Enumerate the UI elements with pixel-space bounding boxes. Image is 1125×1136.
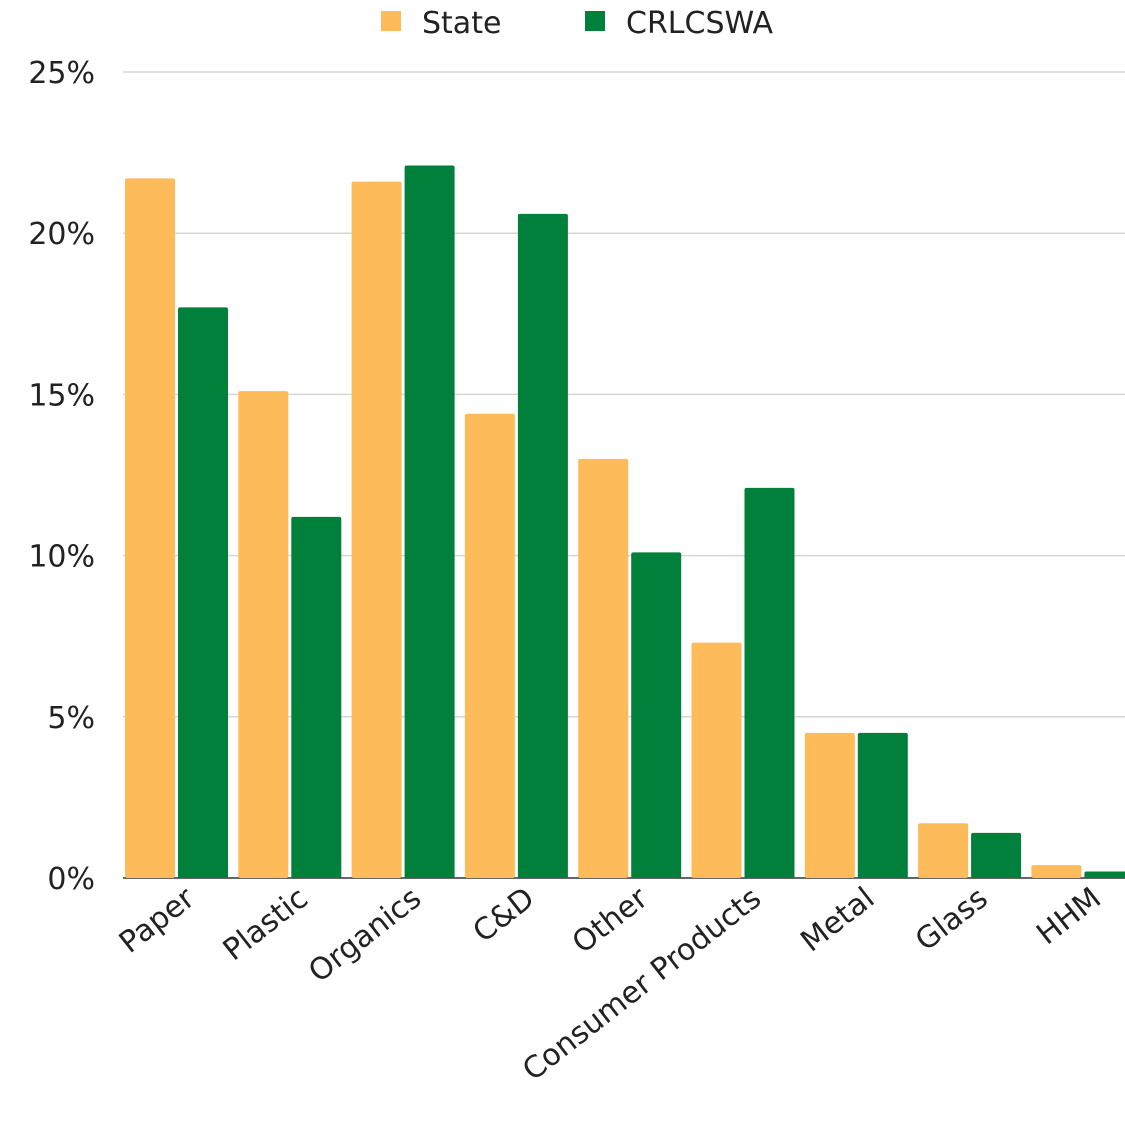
bar-crlcswa-paper — [178, 307, 228, 878]
x-tick-label-hhm: HHM — [1030, 881, 1108, 952]
y-tick-label-5: 5% — [47, 701, 95, 736]
bar-state-organics — [351, 181, 402, 879]
bar-state-metal — [804, 732, 855, 878]
x-tick-label-paper: Paper — [113, 880, 202, 960]
bar-crlcswa-consumer-products — [744, 487, 795, 878]
x-tick-label-other: Other — [566, 880, 655, 960]
y-axis-ticks: 0% 5% 10% 15% 20% 25% — [28, 56, 95, 897]
bar-crlcswa-other — [631, 552, 682, 878]
bar-crlcswa-metal — [857, 732, 908, 878]
y-tick-label-0: 0% — [47, 862, 95, 897]
y-tick-label-15: 15% — [28, 378, 95, 413]
bar-state-paper — [125, 178, 175, 879]
x-tick-label-metal: Metal — [794, 881, 881, 960]
bar-crlcswa-organics — [404, 165, 455, 879]
x-tick-label-c-d: C&D — [467, 881, 542, 950]
legend-label-state: State — [422, 6, 501, 41]
bar-crlcswa-hhm — [1084, 871, 1125, 878]
y-tick-label-20: 20% — [28, 217, 95, 252]
bar-state-c-d — [464, 413, 515, 878]
y-tick-label-25: 25% — [28, 56, 95, 91]
bar-crlcswa-c-d — [517, 213, 568, 878]
bars — [125, 165, 1125, 879]
bar-state-plastic — [238, 391, 289, 878]
legend-label-crlcswa: CRLCSWA — [626, 6, 774, 41]
bar-crlcswa-glass — [971, 832, 1022, 878]
bar-state-hhm — [1031, 865, 1082, 878]
x-tick-label-plastic: Plastic — [217, 881, 315, 968]
x-tick-label-organics: Organics — [302, 881, 428, 990]
bar-state-other — [578, 458, 629, 878]
bar-crlcswa-plastic — [291, 516, 342, 878]
y-tick-label-10: 10% — [28, 540, 95, 575]
legend: State CRLCSWA — [381, 6, 774, 41]
legend-swatch-crlcswa — [585, 11, 605, 31]
x-tick-label-glass: Glass — [909, 881, 995, 959]
bar-state-glass — [918, 823, 969, 878]
legend-swatch-state — [381, 11, 401, 31]
bar-state-consumer-products — [691, 642, 742, 878]
